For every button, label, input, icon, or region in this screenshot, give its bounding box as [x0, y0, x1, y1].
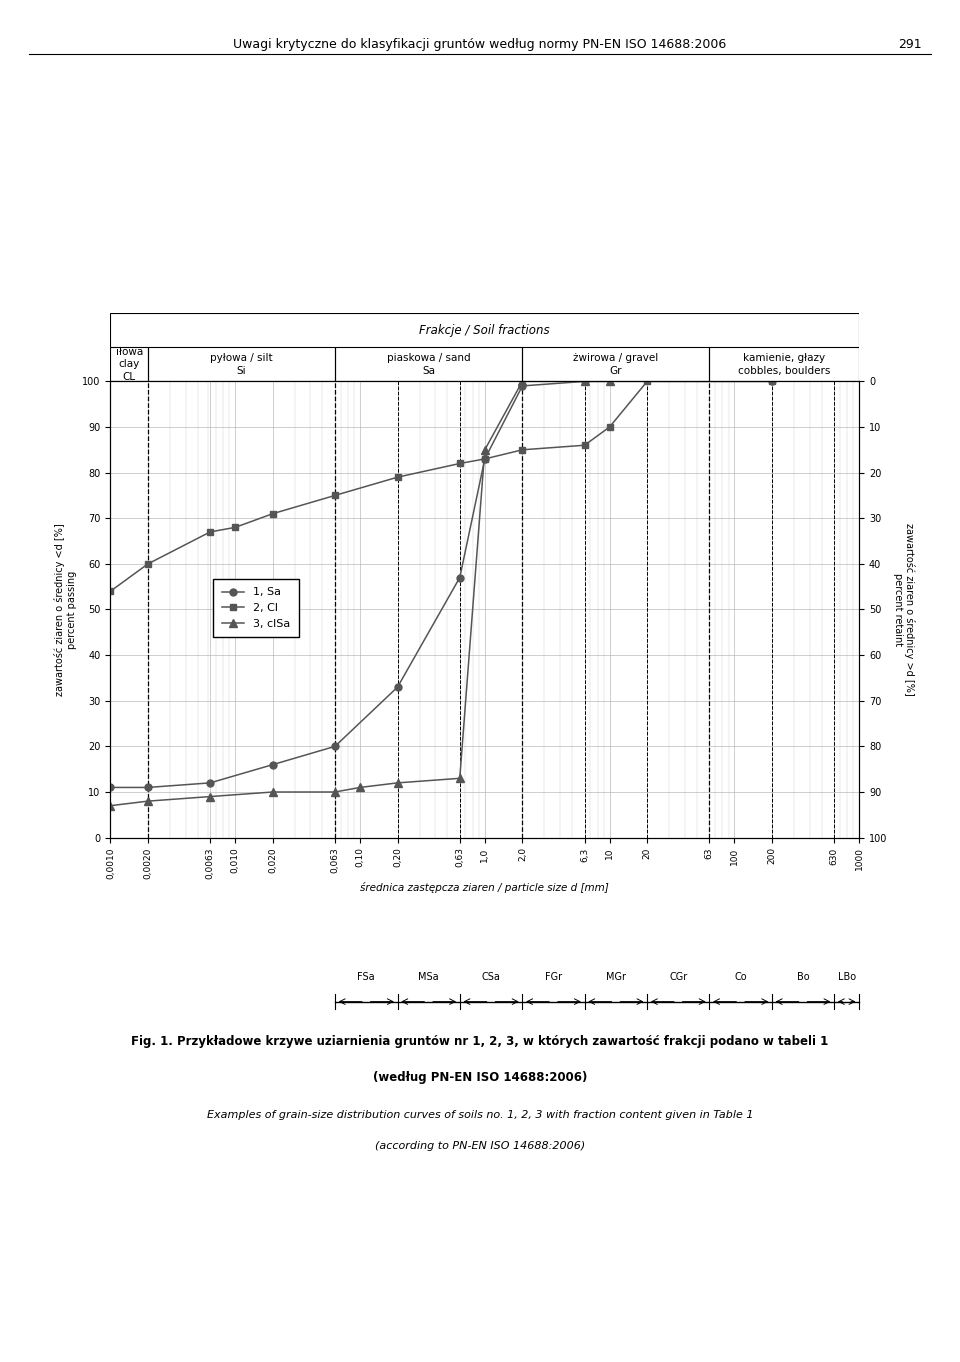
Text: (według PN-EN ISO 14688:2006): (według PN-EN ISO 14688:2006): [372, 1071, 588, 1084]
2, Cl: [516, 441, 528, 458]
3, clSa: [604, 373, 615, 390]
2, Cl: [454, 455, 466, 471]
2, Cl: [267, 505, 278, 522]
2, Cl: [105, 583, 116, 599]
Text: Frakcje / Soil fractions: Frakcje / Soil fractions: [420, 324, 550, 336]
3, clSa: [479, 441, 491, 458]
Line: 2, Cl: 2, Cl: [107, 377, 776, 595]
2, Cl: [604, 419, 615, 436]
Text: Examples of grain-size distribution curves of soils no. 1, 2, 3 with fraction co: Examples of grain-size distribution curv…: [206, 1110, 754, 1120]
Text: Co: Co: [734, 972, 747, 982]
1, Sa: [329, 738, 341, 755]
Legend: 1, Sa, 2, Cl, 3, clSa: 1, Sa, 2, Cl, 3, clSa: [213, 579, 300, 637]
1, Sa: [479, 451, 491, 467]
3, clSa: [142, 793, 154, 809]
Bar: [709, 347, 859, 381]
2, Cl: [142, 556, 154, 572]
2, Cl: [579, 437, 590, 454]
2, Cl: [229, 519, 241, 535]
Line: 3, clSa: 3, clSa: [107, 377, 613, 810]
Text: (according to PN-EN ISO 14688:2006): (according to PN-EN ISO 14688:2006): [374, 1141, 586, 1151]
Text: LBo: LBo: [838, 972, 855, 982]
3, clSa: [105, 798, 116, 814]
3, clSa: [267, 785, 278, 801]
Bar: [148, 347, 335, 381]
Y-axis label: zawartość ziaren o średnicy <d [%]
percent passing: zawartość ziaren o średnicy <d [%] perce…: [54, 523, 77, 696]
Text: kamienie, głazy
cobbles, boulders: kamienie, głazy cobbles, boulders: [738, 353, 830, 376]
2, Cl: [641, 373, 653, 390]
Text: iłowa
clay
CL: iłowa clay CL: [115, 347, 143, 381]
Text: 291: 291: [898, 38, 922, 52]
1, Sa: [766, 373, 778, 390]
X-axis label: średnica zastępcza ziaren / particle size d [mm]: średnica zastępcza ziaren / particle siz…: [360, 881, 610, 892]
Line: 1, Sa: 1, Sa: [107, 377, 776, 791]
Text: MGr: MGr: [606, 972, 626, 982]
Text: żwirowa / gravel
Gr: żwirowa / gravel Gr: [573, 353, 659, 376]
1, Sa: [579, 373, 590, 390]
Text: CSa: CSa: [482, 972, 500, 982]
3, clSa: [454, 770, 466, 786]
2, Cl: [329, 488, 341, 504]
Text: Uwagi krytyczne do klasyfikacji gruntów według normy PN-EN ISO 14688:2006: Uwagi krytyczne do klasyfikacji gruntów …: [233, 38, 727, 52]
3, clSa: [329, 785, 341, 801]
Text: MSa: MSa: [419, 972, 439, 982]
Bar: [522, 347, 709, 381]
2, Cl: [479, 451, 491, 467]
1, Sa: [105, 779, 116, 795]
3, clSa: [392, 775, 403, 791]
1, Sa: [392, 678, 403, 695]
Text: FSa: FSa: [357, 972, 375, 982]
2, Cl: [204, 524, 216, 541]
Text: Fig. 1. Przykładowe krzywe uziarnienia gruntów nr 1, 2, 3, w których zawartość f: Fig. 1. Przykładowe krzywe uziarnienia g…: [132, 1035, 828, 1049]
1, Sa: [204, 775, 216, 791]
3, clSa: [354, 779, 366, 795]
1, Sa: [516, 377, 528, 394]
Y-axis label: zawartość ziaren o średnicy >d [%]
percent retaint: zawartość ziaren o średnicy >d [%] perce…: [893, 523, 916, 696]
Bar: [110, 347, 148, 381]
1, Sa: [267, 756, 278, 772]
2, Cl: [392, 469, 403, 485]
Text: piaskowa / sand
Sa: piaskowa / sand Sa: [387, 353, 470, 376]
Text: pyłowa / silt
Si: pyłowa / silt Si: [210, 353, 273, 376]
Text: FGr: FGr: [545, 972, 562, 982]
3, clSa: [204, 789, 216, 805]
3, clSa: [579, 373, 590, 390]
Text: Bo: Bo: [797, 972, 809, 982]
3, clSa: [516, 373, 528, 390]
2, Cl: [766, 373, 778, 390]
Text: CGr: CGr: [669, 972, 687, 982]
1, Sa: [142, 779, 154, 795]
Bar: [335, 347, 522, 381]
1, Sa: [454, 569, 466, 586]
